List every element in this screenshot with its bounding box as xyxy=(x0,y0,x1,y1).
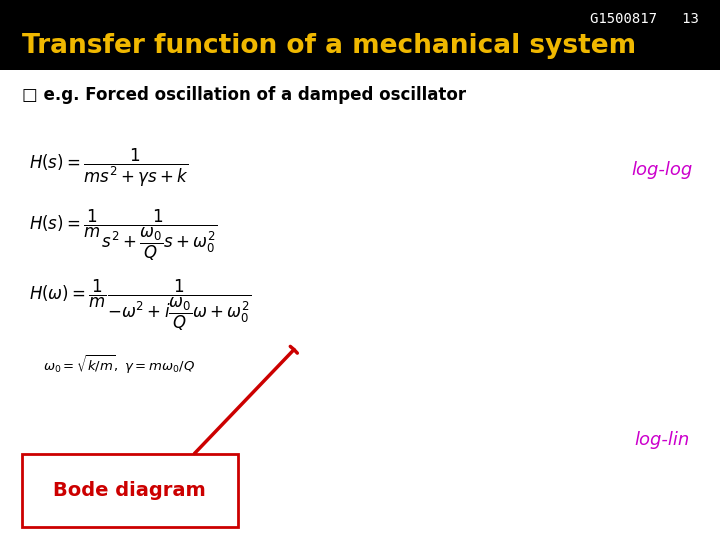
Text: $H(s) = \dfrac{1}{m} \dfrac{1}{s^2 + \dfrac{\omega_0}{Q}s + \omega_0^2}$: $H(s) = \dfrac{1}{m} \dfrac{1}{s^2 + \df… xyxy=(29,207,217,262)
Text: $\omega_0 = \sqrt{k/m}, \; \gamma = m\omega_0/Q$: $\omega_0 = \sqrt{k/m}, \; \gamma = m\om… xyxy=(43,353,195,376)
Text: log-log: log-log xyxy=(631,161,693,179)
Text: log-lin: log-lin xyxy=(635,431,690,449)
Text: Bode diagram: Bode diagram xyxy=(53,481,206,500)
Bar xyxy=(22,454,238,526)
Bar xyxy=(0,0,720,70)
Text: G1500817   13: G1500817 13 xyxy=(590,12,698,26)
Text: $H(s) = \dfrac{1}{ms^2 + \gamma s + k}$: $H(s) = \dfrac{1}{ms^2 + \gamma s + k}$ xyxy=(29,146,189,188)
Text: Transfer function of a mechanical system: Transfer function of a mechanical system xyxy=(22,33,636,59)
Text: $H(\omega) = \dfrac{1}{m} \dfrac{1}{-\omega^2 + i\dfrac{\omega_0}{Q}\omega + \om: $H(\omega) = \dfrac{1}{m} \dfrac{1}{-\om… xyxy=(29,278,251,333)
Text: □ e.g. Forced oscillation of a damped oscillator: □ e.g. Forced oscillation of a damped os… xyxy=(22,85,466,104)
